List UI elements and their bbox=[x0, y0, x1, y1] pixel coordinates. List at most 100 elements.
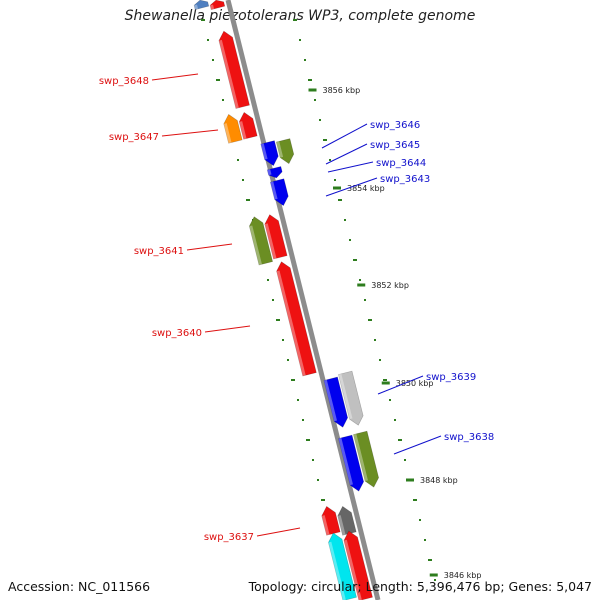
gene-label-leader bbox=[204, 325, 251, 333]
gene-arrow-highlight bbox=[321, 515, 330, 536]
gene-label-leader bbox=[327, 161, 374, 173]
gene-label-leader bbox=[321, 123, 368, 149]
kbp-tick-mark bbox=[333, 186, 341, 190]
guide-dot bbox=[291, 379, 295, 381]
gene-arrow[interactable] bbox=[260, 140, 280, 168]
guide-dot bbox=[374, 339, 376, 341]
kbp-tick-label: 3854 kbp bbox=[347, 184, 385, 193]
gene-arrow-highlight bbox=[249, 225, 262, 265]
kbp-tick-mark bbox=[406, 478, 414, 482]
guide-dot bbox=[276, 319, 280, 321]
guide-dot bbox=[282, 339, 284, 341]
gene-arrow[interactable] bbox=[263, 213, 288, 260]
guide-dot bbox=[389, 399, 391, 401]
gene-label-leader bbox=[393, 435, 442, 455]
gene-arrow[interactable] bbox=[222, 113, 243, 144]
gene-label-leader bbox=[256, 527, 301, 537]
gene-label[interactable]: swp_3640 bbox=[152, 328, 202, 339]
gene-label[interactable]: swp_3637 bbox=[204, 532, 254, 543]
guide-dot bbox=[267, 279, 269, 281]
guide-dot bbox=[319, 119, 321, 121]
gene-label[interactable]: swp_3638 bbox=[444, 432, 494, 443]
guide-dot bbox=[413, 499, 417, 501]
gene-arrow[interactable] bbox=[247, 215, 273, 266]
gene-label-leader bbox=[325, 143, 368, 165]
guide-dot bbox=[314, 99, 316, 101]
kbp-tick-mark bbox=[357, 283, 366, 287]
guide-dot bbox=[379, 359, 381, 361]
guide-dot bbox=[222, 99, 224, 101]
guide-dot bbox=[321, 499, 325, 501]
gene-labels: swp_3648 swp_3647 swp_3646 swp_3645 swp_3644… bbox=[99, 73, 494, 543]
gene-arrow[interactable] bbox=[275, 138, 295, 166]
gene-arrow-highlight bbox=[338, 373, 353, 420]
gene-arrow-highlight bbox=[338, 437, 353, 486]
gene-label-leader bbox=[377, 375, 424, 395]
gene-label[interactable]: swp_3647 bbox=[109, 132, 159, 143]
guide-dot bbox=[308, 79, 312, 81]
gene-arrow[interactable] bbox=[237, 111, 258, 140]
genome-summary-text: Topology: circular; Length: 5,396,476 bp… bbox=[248, 579, 592, 594]
map-title: Shewanella piezotolerans WP3, complete g… bbox=[124, 8, 476, 24]
gene-label[interactable]: swp_3643 bbox=[380, 174, 430, 185]
gene-arrow[interactable] bbox=[217, 29, 250, 109]
guide-dot bbox=[394, 419, 396, 421]
guide-dot bbox=[216, 79, 220, 81]
kbp-tick-mark bbox=[429, 573, 438, 577]
kbp-tick-label: 3848 kbp bbox=[420, 476, 458, 485]
gene-arrow[interactable] bbox=[338, 434, 365, 493]
gene-arrow[interactable] bbox=[326, 531, 357, 600]
gene-arrow-highlight bbox=[264, 223, 277, 260]
gene-label[interactable]: swp_3646 bbox=[370, 120, 420, 131]
kbp-tick-mark bbox=[308, 88, 317, 92]
guide-dot bbox=[349, 239, 351, 241]
guide-dot bbox=[237, 159, 239, 161]
gene-label-leader bbox=[325, 177, 378, 197]
guide-dot bbox=[428, 559, 432, 561]
gene-arrow-highlight bbox=[343, 539, 362, 600]
guide-dot bbox=[306, 439, 310, 441]
gene-arrow-highlight bbox=[194, 4, 199, 10]
guide-dot bbox=[353, 259, 357, 261]
gene-arrow[interactable] bbox=[338, 370, 365, 427]
gene-arrow-highlight bbox=[276, 141, 284, 158]
gene-label[interactable]: swp_3639 bbox=[426, 372, 476, 383]
guide-dot bbox=[329, 159, 331, 161]
gene-arrow[interactable] bbox=[275, 260, 317, 377]
gene-arrow[interactable] bbox=[342, 529, 373, 600]
genome-backbone bbox=[225, 0, 381, 600]
gene-arrow[interactable] bbox=[323, 376, 350, 429]
kbp-tick-mark bbox=[381, 381, 390, 385]
gene-arrow[interactable] bbox=[269, 178, 290, 208]
guide-dot bbox=[424, 539, 426, 541]
guide-dot bbox=[383, 379, 387, 381]
gene-label[interactable]: swp_3648 bbox=[99, 76, 149, 87]
gene-arrow[interactable] bbox=[193, 0, 210, 10]
guide-dot bbox=[398, 439, 402, 441]
kbp-tick-label: 3852 kbp bbox=[371, 281, 409, 290]
gene-arrow-highlight bbox=[210, 4, 215, 10]
gene-arrow[interactable] bbox=[266, 166, 283, 179]
guide-dot bbox=[293, 19, 297, 21]
guide-dot bbox=[297, 399, 299, 401]
guide-dot bbox=[299, 39, 301, 41]
gene-arrow-highlight bbox=[239, 121, 247, 140]
gene-arrow-highlight bbox=[328, 541, 346, 600]
guide-dot bbox=[201, 19, 205, 21]
gene-label[interactable]: swp_3641 bbox=[134, 246, 184, 257]
gene-label[interactable]: swp_3644 bbox=[376, 158, 426, 169]
guide-dot bbox=[212, 59, 214, 61]
gene-arrow[interactable] bbox=[209, 0, 226, 10]
gene-label[interactable]: swp_3645 bbox=[370, 140, 420, 151]
guide-dot bbox=[312, 459, 314, 461]
guide-dot bbox=[287, 359, 289, 361]
guide-dot bbox=[246, 199, 250, 201]
guide-dot bbox=[364, 299, 366, 301]
guide-dot bbox=[242, 179, 244, 181]
gene-label-leader bbox=[151, 73, 199, 81]
guide-dot bbox=[368, 319, 372, 321]
accession-text: Accession: NC_011566 bbox=[8, 579, 151, 594]
guide-dot bbox=[272, 299, 274, 301]
gene-arrow[interactable] bbox=[353, 430, 380, 489]
